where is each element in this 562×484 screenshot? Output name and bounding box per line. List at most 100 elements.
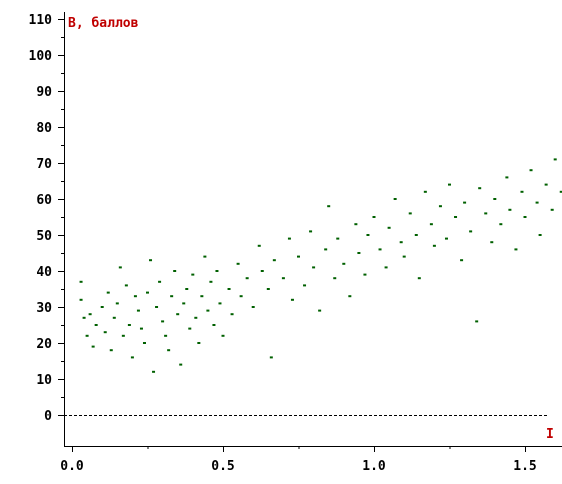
y-tick-label: 30 (36, 301, 52, 316)
y-axis-title: B, баллов (68, 16, 139, 31)
data-point (203, 255, 207, 258)
data-point (417, 277, 421, 280)
y-tick-label: 10 (36, 373, 52, 388)
data-point (215, 270, 219, 272)
x-axis-title: I (546, 427, 554, 442)
data-point (281, 277, 285, 280)
data-points (79, 158, 562, 373)
y-tick-label: 110 (29, 13, 53, 28)
x-tick-label: 0.5 (211, 459, 234, 474)
data-point (438, 205, 442, 208)
x-tick-label: 1.0 (362, 459, 386, 474)
data-point (408, 212, 412, 215)
data-point (336, 237, 340, 240)
data-point (372, 216, 376, 218)
data-point (538, 234, 542, 236)
data-point (112, 316, 116, 319)
data-point (550, 208, 554, 211)
data-point (508, 208, 512, 211)
y-tick-label: 20 (36, 337, 52, 352)
data-point (149, 259, 153, 262)
data-point (173, 270, 177, 272)
data-point (499, 223, 503, 226)
data-point (460, 259, 464, 262)
data-point (269, 356, 273, 359)
data-point (272, 259, 276, 262)
data-point (188, 327, 192, 330)
data-point (303, 284, 307, 287)
data-point (109, 349, 113, 352)
data-point (559, 190, 562, 193)
data-point (290, 298, 294, 301)
data-point (161, 320, 165, 323)
data-point (136, 309, 140, 312)
data-point (127, 324, 131, 326)
y-tick-label: 100 (29, 49, 53, 64)
data-point (444, 237, 448, 240)
data-point (191, 273, 195, 276)
data-point (544, 183, 548, 186)
data-point (297, 255, 300, 258)
data-point (354, 223, 358, 226)
data-point (197, 342, 201, 344)
data-point (348, 295, 352, 298)
data-point (309, 230, 313, 233)
data-point (176, 313, 180, 316)
data-point (463, 201, 467, 204)
data-point (378, 248, 382, 251)
data-point (91, 345, 95, 348)
data-point (327, 205, 331, 208)
data-point (179, 363, 183, 366)
data-point (366, 234, 370, 236)
data-point (82, 316, 86, 319)
data-point (170, 295, 174, 298)
data-point (158, 280, 162, 283)
data-point (505, 176, 509, 179)
data-point (333, 277, 337, 280)
data-point (423, 190, 427, 193)
data-point (454, 216, 458, 218)
data-point (182, 302, 186, 305)
data-point (124, 284, 128, 287)
data-point (402, 255, 406, 258)
data-point (146, 291, 149, 294)
x-tick-label: 1.5 (513, 459, 536, 474)
data-point (212, 324, 216, 326)
data-point (155, 306, 159, 308)
data-point (257, 244, 261, 247)
data-point (475, 320, 479, 323)
data-point (121, 334, 125, 337)
data-point (142, 342, 146, 344)
data-point (287, 237, 291, 240)
data-point (79, 280, 83, 283)
data-point (130, 356, 134, 359)
data-point (209, 280, 213, 283)
data-point (324, 248, 328, 251)
data-point (469, 230, 473, 233)
y-tick-label: 50 (36, 229, 52, 244)
data-point (393, 198, 397, 200)
data-point (79, 298, 83, 301)
data-point (103, 331, 107, 334)
data-point (414, 234, 418, 236)
y-tick-label: 80 (36, 121, 52, 136)
data-point (245, 277, 249, 280)
data-point (115, 302, 119, 305)
data-point (139, 327, 143, 330)
data-point (318, 309, 322, 312)
data-point (342, 262, 346, 265)
data-point (133, 295, 137, 298)
y-tick-label: 70 (36, 157, 52, 172)
y-tick-label: 40 (36, 265, 52, 280)
data-point (185, 288, 189, 290)
data-point (432, 244, 436, 247)
y-tick-label: 0 (44, 409, 52, 424)
data-point (553, 158, 557, 161)
data-point (152, 370, 156, 373)
y-tick-label: 60 (36, 193, 52, 208)
data-point (514, 248, 518, 251)
data-point (85, 334, 89, 337)
data-point (384, 266, 388, 269)
data-point (206, 309, 210, 312)
data-point (164, 334, 168, 337)
